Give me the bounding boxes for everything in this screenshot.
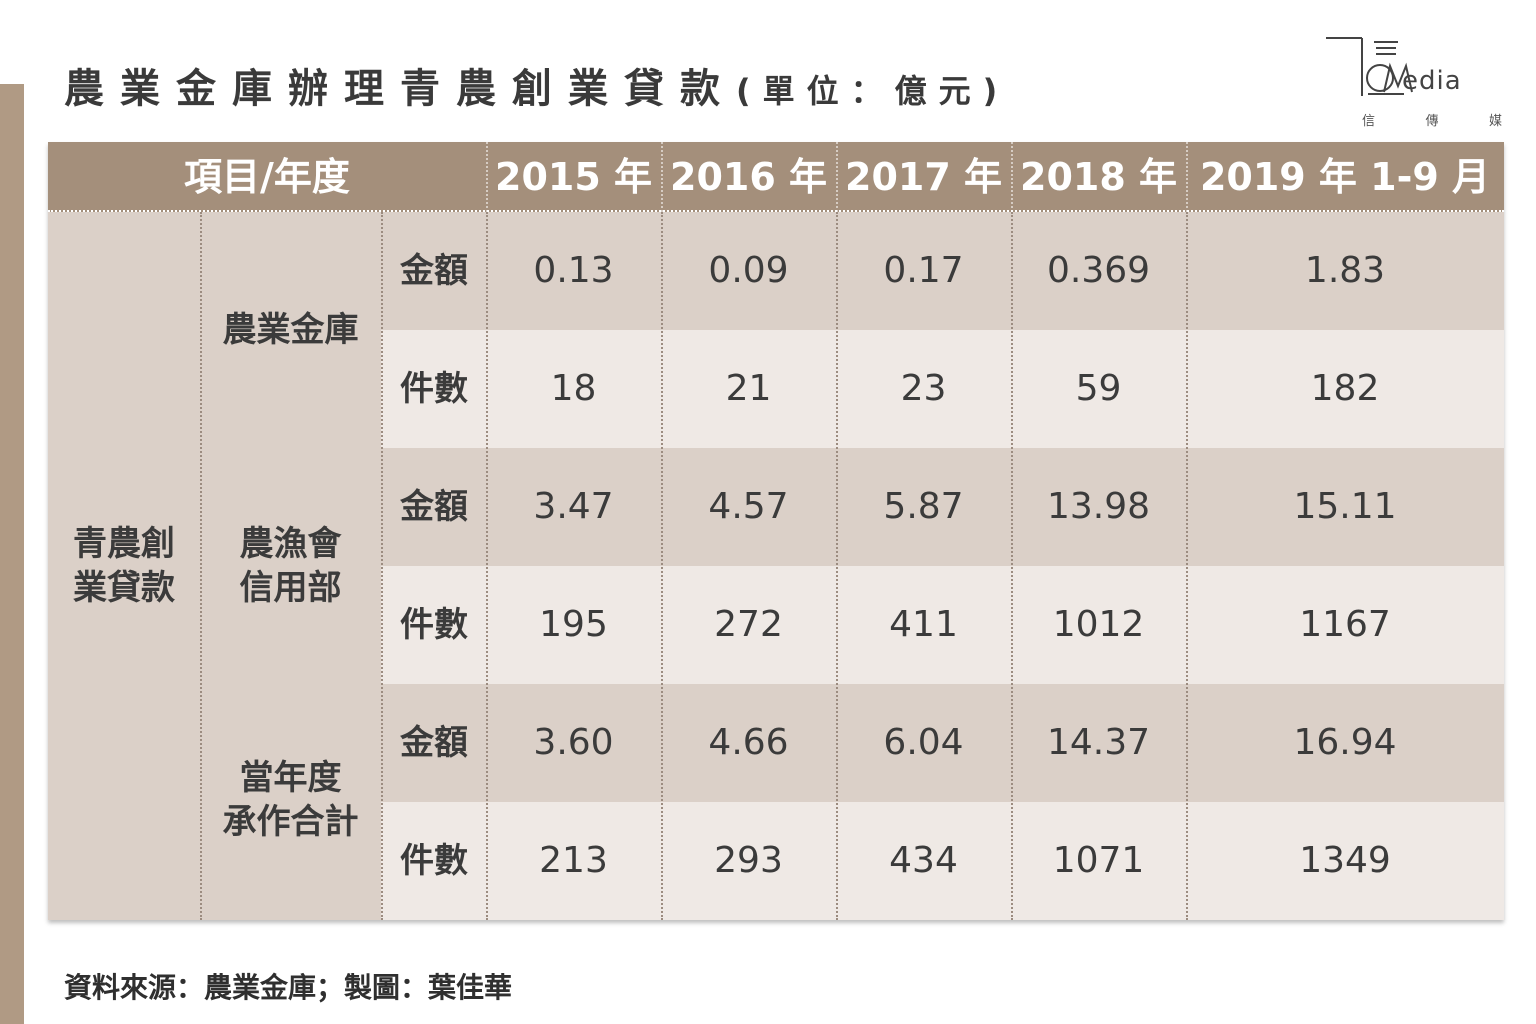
header-divider bbox=[1186, 142, 1188, 212]
table-cell: 15.11 bbox=[1293, 486, 1397, 527]
column-divider bbox=[200, 212, 202, 920]
metric-label: 金額 bbox=[400, 723, 468, 763]
table-cell: 4.66 bbox=[708, 722, 789, 763]
category-label: 青農創 業貸款 bbox=[73, 524, 175, 608]
header-item: 項目/年度 bbox=[184, 155, 350, 199]
side-accent-bar bbox=[0, 84, 24, 1024]
media-logo: edia 信 傳 媒 bbox=[1324, 36, 1504, 129]
header-divider bbox=[486, 142, 488, 212]
metric-label: 件數 bbox=[400, 369, 468, 409]
table-cell: 6.04 bbox=[883, 722, 964, 763]
loan-table: 項目/年度 2015 年 2016 年 2017 年 2018 年 2019 年… bbox=[48, 142, 1504, 920]
table-cell: 0.17 bbox=[883, 250, 964, 291]
table-header: 項目/年度 2015 年 2016 年 2017 年 2018 年 2019 年… bbox=[48, 142, 1504, 212]
table-cell: 293 bbox=[714, 840, 783, 881]
table-cell: 213 bbox=[539, 840, 608, 881]
table-cell: 1349 bbox=[1299, 840, 1391, 881]
logo-sub-char: 傳 bbox=[1425, 114, 1439, 129]
logo-mark-icon bbox=[1326, 37, 1413, 96]
table-row bbox=[381, 566, 1504, 684]
table-cell: 18 bbox=[550, 368, 597, 409]
group-label: 當年度 承作合計 bbox=[222, 758, 359, 842]
table-cell: 182 bbox=[1310, 368, 1380, 409]
column-divider bbox=[661, 212, 663, 920]
table-cell: 4.57 bbox=[708, 486, 789, 527]
header-year: 2019 年 1-9 月 bbox=[1199, 155, 1491, 199]
header-divider bbox=[1011, 142, 1013, 212]
table-cell: 13.98 bbox=[1046, 486, 1151, 527]
logo-subtitle: 信 傳 媒 bbox=[1362, 110, 1502, 129]
metric-label: 金額 bbox=[400, 487, 468, 527]
metric-label: 件數 bbox=[400, 841, 468, 881]
logo-sub-char: 媒 bbox=[1488, 114, 1502, 129]
table-cell: 434 bbox=[889, 840, 958, 881]
group-column bbox=[200, 212, 381, 920]
table-cell: 195 bbox=[539, 604, 608, 645]
table-cell: 1.83 bbox=[1304, 250, 1386, 291]
header-divider bbox=[661, 142, 663, 212]
table-row bbox=[381, 212, 1504, 330]
page-title: 農業金庫辦理青農創業貸款(單位：億元) bbox=[64, 56, 1009, 116]
table-cell: 0.13 bbox=[533, 250, 614, 291]
header-year: 2015 年 bbox=[495, 155, 652, 199]
column-divider bbox=[836, 212, 838, 920]
table-row bbox=[381, 684, 1504, 802]
category-cell bbox=[48, 212, 200, 920]
table-cell: 5.87 bbox=[883, 486, 964, 527]
logo-wordmark: edia bbox=[1402, 66, 1462, 96]
table-cell: 0.369 bbox=[1046, 250, 1151, 291]
table-cell: 0.09 bbox=[708, 250, 789, 291]
table-cell: 272 bbox=[714, 604, 783, 645]
column-divider bbox=[486, 212, 488, 920]
metric-label: 金額 bbox=[400, 251, 468, 291]
table-cell: 23 bbox=[900, 368, 947, 409]
header-year: 2017 年 bbox=[845, 155, 1002, 199]
column-divider bbox=[1011, 212, 1013, 920]
table-cell: 1012 bbox=[1052, 604, 1145, 645]
table-row bbox=[381, 330, 1504, 448]
logo-sub-char: 信 bbox=[1362, 114, 1376, 129]
table-cell: 411 bbox=[889, 604, 958, 645]
table-cell: 21 bbox=[725, 368, 772, 409]
table-cell: 16.94 bbox=[1293, 722, 1397, 763]
table-row bbox=[381, 448, 1504, 566]
column-divider bbox=[381, 212, 383, 920]
table-row bbox=[381, 802, 1504, 920]
table-cell: 59 bbox=[1075, 368, 1122, 409]
table-cell: 1071 bbox=[1052, 840, 1145, 881]
table-cell: 14.37 bbox=[1046, 722, 1151, 763]
table-cell: 3.60 bbox=[533, 722, 614, 763]
title-unit: (單位：億元) bbox=[736, 72, 1010, 110]
header-year: 2018 年 bbox=[1020, 155, 1177, 199]
metric-label: 件數 bbox=[400, 605, 468, 645]
table-cell: 1167 bbox=[1299, 604, 1391, 645]
header-year: 2016 年 bbox=[670, 155, 827, 199]
table-cell: 3.47 bbox=[533, 486, 614, 527]
source-credit: 資料來源：農業金庫；製圖：葉佳華 bbox=[64, 971, 513, 1004]
header-divider bbox=[836, 142, 838, 212]
table-body: 青農創 業貸款 農業金庫 農漁會 信用部 當年度 承作合計 金額 0.13 0.… bbox=[48, 212, 1504, 920]
group-label: 農漁會 信用部 bbox=[239, 524, 342, 608]
title-main: 農業金庫辦理青農創業貸款 bbox=[64, 66, 736, 112]
column-divider bbox=[1186, 212, 1188, 920]
group-label: 農業金庫 bbox=[222, 310, 359, 350]
